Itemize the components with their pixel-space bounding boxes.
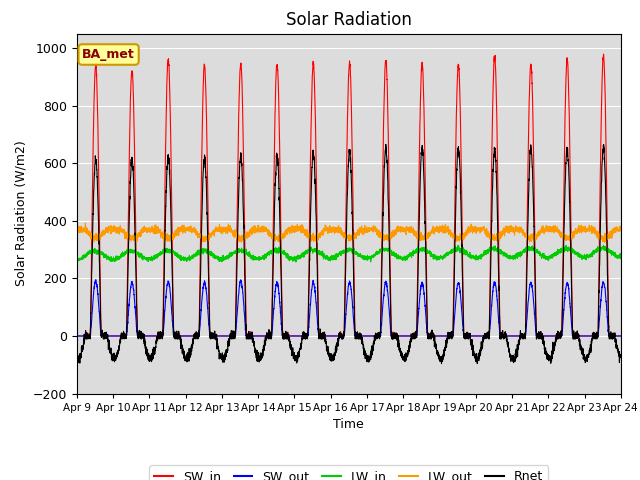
SW_in bbox=[328, 333, 336, 339]
SW_in bbox=[617, 333, 625, 339]
Rnet bbox=[382, 142, 390, 147]
SW_out bbox=[502, 333, 509, 338]
LW_out bbox=[441, 228, 449, 233]
LW_in bbox=[617, 252, 625, 258]
Rnet bbox=[502, 330, 509, 336]
LW_out bbox=[81, 220, 89, 226]
LW_in bbox=[292, 259, 300, 264]
LW_out bbox=[616, 228, 624, 234]
SW_in bbox=[616, 333, 624, 339]
SW_out bbox=[617, 333, 625, 339]
Rnet bbox=[471, 355, 479, 361]
Rnet bbox=[616, 354, 624, 360]
LW_out bbox=[617, 224, 625, 230]
Rnet bbox=[441, 345, 449, 350]
LW_in bbox=[454, 242, 462, 248]
Line: SW_in: SW_in bbox=[77, 54, 621, 336]
LW_out bbox=[171, 234, 179, 240]
LW_in bbox=[616, 256, 624, 262]
Line: LW_out: LW_out bbox=[77, 223, 621, 242]
SW_in bbox=[470, 333, 478, 339]
LW_out bbox=[471, 226, 479, 232]
SW_out bbox=[328, 333, 336, 339]
Title: Solar Radiation: Solar Radiation bbox=[286, 11, 412, 29]
SW_out bbox=[92, 277, 100, 283]
Rnet bbox=[171, 330, 179, 336]
Rnet bbox=[617, 354, 625, 360]
SW_out bbox=[616, 333, 624, 339]
SW_in bbox=[440, 333, 448, 339]
LW_in bbox=[441, 252, 449, 258]
Y-axis label: Solar Radiation (W/m2): Solar Radiation (W/m2) bbox=[14, 141, 27, 287]
SW_in bbox=[502, 332, 509, 337]
Text: BA_met: BA_met bbox=[82, 48, 135, 61]
Line: Rnet: Rnet bbox=[77, 144, 621, 364]
SW_in bbox=[73, 333, 81, 339]
LW_out bbox=[502, 229, 509, 235]
X-axis label: Time: Time bbox=[333, 418, 364, 431]
Rnet bbox=[438, 361, 445, 367]
Legend: SW_in, SW_out, LW_in, LW_out, Rnet: SW_in, SW_out, LW_in, LW_out, Rnet bbox=[149, 465, 548, 480]
Line: SW_out: SW_out bbox=[77, 280, 621, 336]
LW_in bbox=[502, 254, 509, 260]
LW_in bbox=[73, 256, 81, 262]
Line: LW_in: LW_in bbox=[77, 245, 621, 262]
Rnet bbox=[73, 354, 81, 360]
SW_in bbox=[600, 51, 607, 57]
SW_in bbox=[171, 333, 179, 339]
LW_in bbox=[471, 253, 479, 259]
SW_out bbox=[171, 332, 179, 338]
SW_out bbox=[73, 333, 81, 339]
LW_out bbox=[73, 227, 81, 232]
LW_in bbox=[328, 255, 336, 261]
Rnet bbox=[328, 355, 336, 360]
SW_out bbox=[441, 333, 449, 339]
LW_in bbox=[171, 252, 179, 257]
SW_out bbox=[471, 333, 479, 339]
LW_out bbox=[329, 228, 337, 234]
LW_out bbox=[313, 240, 321, 245]
